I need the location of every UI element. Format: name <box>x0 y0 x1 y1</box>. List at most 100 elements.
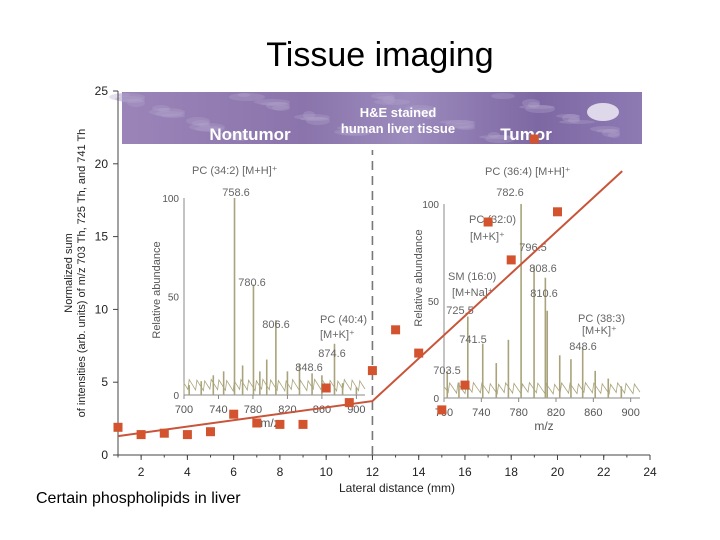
inset-1-x-label: m/z <box>534 419 553 433</box>
tissue-texture <box>491 93 515 99</box>
tissue-texture <box>300 117 330 121</box>
tissue-texture <box>590 126 620 132</box>
tissue-texture <box>522 99 540 107</box>
inset-1-noise <box>443 381 641 398</box>
inset-0-x-tick-label: 860 <box>313 404 331 416</box>
x-tick-label: 10 <box>319 465 333 479</box>
inset-1-annotation: [M+K]⁺ <box>470 231 505 243</box>
x-tick-label: 22 <box>597 465 611 479</box>
inset-0-annotation: 848.6 <box>295 362 323 374</box>
tissue-texture <box>451 123 475 129</box>
tissue-texture <box>568 117 580 123</box>
data-point <box>391 325 401 335</box>
x-tick-label: 14 <box>412 465 426 479</box>
data-point <box>159 428 169 438</box>
inset-1-annotation: 703.5 <box>433 365 461 377</box>
data-point <box>506 255 516 265</box>
tissue-texture <box>371 93 395 99</box>
inset-0-y-tick-label: 0 <box>173 391 179 402</box>
y-tick-label: 25 <box>95 84 109 98</box>
inset-1-annotation: 808.6 <box>529 263 557 275</box>
y-tick-label: 10 <box>95 302 109 316</box>
tissue-texture <box>445 120 475 128</box>
inset-1-annotation: 796.5 <box>519 242 547 254</box>
inset-1-y-tick-label: 0 <box>433 394 439 405</box>
tissue-texture <box>115 96 145 102</box>
inset-0-x-tick-label: 700 <box>175 404 193 416</box>
data-point <box>136 430 146 440</box>
data-point <box>298 419 308 429</box>
inset-0-annotation: 780.6 <box>238 277 266 289</box>
y-axis-label: Normalized sumof intensities (arb. units… <box>63 129 88 418</box>
tissue-texture <box>254 99 290 105</box>
tissue-texture <box>155 111 185 117</box>
tissue-texture <box>519 105 555 109</box>
tissue-texture <box>374 99 410 105</box>
tissue-texture <box>121 99 145 103</box>
tissue-texture <box>377 96 395 100</box>
inset-1-x-tick-label: 860 <box>584 407 602 419</box>
tissue-banner <box>122 92 642 144</box>
x-tick-label: 20 <box>551 465 565 479</box>
inset-0-y-tick-label: 50 <box>168 293 180 304</box>
tissue-texture <box>272 105 290 111</box>
inset-1-annotation: [M+K]⁺ <box>582 325 617 337</box>
y-tick-label: 20 <box>95 157 109 171</box>
x-tick-label: 18 <box>505 465 519 479</box>
inset-1-annotation: 782.6 <box>496 187 524 199</box>
tissue-texture <box>189 123 225 131</box>
inset-1-annotation: 848.6 <box>569 341 597 353</box>
tissue-texture <box>457 126 475 130</box>
slide-title: Tissue imaging <box>266 36 494 74</box>
banner-nontumor-label: Nontumor <box>209 125 291 144</box>
x-tick-label: 6 <box>230 465 237 479</box>
tissue-texture <box>229 93 265 101</box>
data-point <box>483 217 493 227</box>
tissue-texture <box>439 120 475 124</box>
data-point <box>252 418 262 428</box>
inset-0-annotation: 758.6 <box>222 187 250 199</box>
inset-1-annotation: SM (16:0) <box>448 271 496 283</box>
inset-0-annotation: 874.6 <box>318 348 346 360</box>
data-point <box>229 409 239 419</box>
tissue-texture <box>528 102 540 108</box>
tissue-texture <box>306 117 330 125</box>
inset-0-x-tick-label: 740 <box>209 404 227 416</box>
inset-0-noise <box>183 378 366 395</box>
y-tick-label: 5 <box>101 375 108 389</box>
tissue-texture <box>152 105 170 111</box>
inset-1-x-tick-label: 740 <box>472 407 490 419</box>
tissue-texture <box>525 105 555 113</box>
tissue-texture <box>232 135 250 141</box>
y-tick-label: 15 <box>95 230 109 244</box>
banner-tumor-label: Tumor <box>500 125 552 144</box>
tissue-texture <box>149 108 185 116</box>
x-tick-label: 12 <box>366 465 380 479</box>
tissue-vessel <box>587 103 619 121</box>
data-point <box>182 430 192 440</box>
inset-0-y-label: Relative abundance <box>151 241 163 338</box>
tissue-texture <box>226 132 250 140</box>
tissue-texture <box>158 108 170 112</box>
tissue-texture <box>334 129 370 135</box>
inset-1-y-tick-label: 50 <box>428 297 440 308</box>
tissue-texture <box>294 114 330 120</box>
data-point <box>367 366 377 376</box>
x-tick-label: 16 <box>458 465 472 479</box>
tissue-texture <box>198 123 210 127</box>
banner-center-label-1: H&E stained <box>360 105 437 120</box>
data-point <box>460 380 470 390</box>
tissue-texture <box>266 102 290 110</box>
inset-1-y-label: Relative abundance <box>413 229 425 326</box>
tissue-texture <box>238 93 250 97</box>
tissue-texture <box>195 126 225 132</box>
data-point <box>529 134 539 144</box>
tissue-texture <box>303 111 315 119</box>
inset-0-annotation: PC (40:4) <box>320 314 367 326</box>
tissue-texture <box>161 114 185 118</box>
data-point <box>206 427 215 437</box>
inset-0-annotation: [M+K]⁺ <box>320 329 355 341</box>
inset-0-x-label: m/z <box>260 416 279 430</box>
tissue-texture <box>417 111 435 115</box>
inset-1-annotation: PC (36:4) [M+H]⁺ <box>485 166 571 178</box>
